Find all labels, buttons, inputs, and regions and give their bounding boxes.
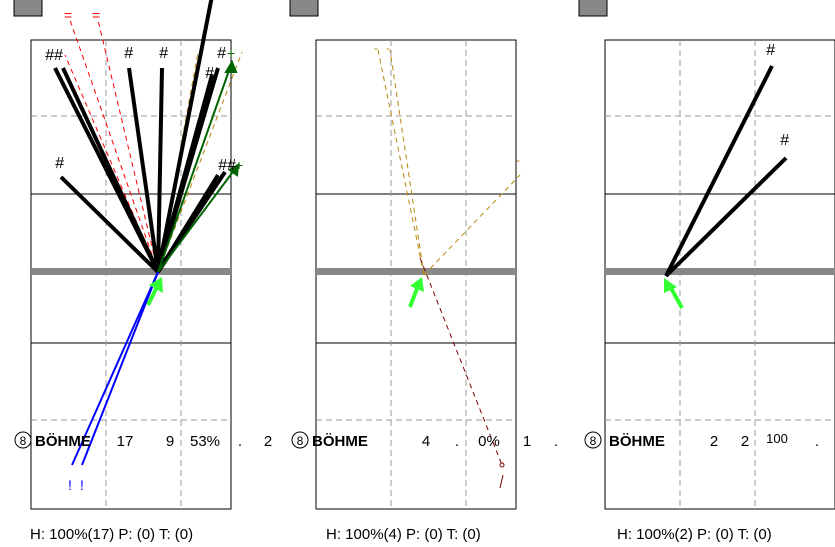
panel-footer: H: 100%(2) P: (0) T: (0) — [617, 526, 772, 543]
receive-arrow — [669, 287, 684, 309]
marker-dash: - — [516, 153, 520, 167]
panel-2-tab[interactable] — [289, 0, 319, 17]
player-name[interactable]: BÖHME — [609, 433, 665, 450]
player-badge-number: 8 — [590, 434, 597, 448]
out-endpoint-tick — [499, 474, 504, 489]
error-trajectory — [97, 19, 159, 273]
attack-trajectory — [156, 173, 220, 274]
stat-value: . — [455, 433, 459, 450]
marker-hash: # — [780, 132, 790, 149]
in-play-trajectory — [389, 49, 425, 276]
marker-point: ! — [68, 477, 72, 493]
marker-hash: # — [205, 65, 215, 82]
error-trajectory — [69, 19, 159, 273]
receive-arrow-head — [664, 278, 677, 293]
player-badge-number: 8 — [20, 434, 27, 448]
blocked-trajectory — [81, 271, 159, 466]
attack-trajectory — [61, 67, 160, 273]
in-play-trajectory — [423, 174, 521, 276]
attack-trajectory — [156, 0, 214, 273]
panel-2-net — [316, 268, 516, 275]
attack-trajectory — [664, 65, 774, 277]
marker-hash: # — [124, 45, 134, 62]
stat-value: 0% — [478, 433, 500, 450]
player-badge-number: 8 — [297, 434, 304, 448]
out-endpoint — [499, 462, 505, 468]
attack-trajectory — [664, 156, 788, 278]
kill-arrow-head — [224, 59, 238, 73]
stat-value: 9 — [166, 433, 174, 450]
stat-value: 2 — [741, 433, 749, 450]
stat-value: . — [238, 433, 242, 450]
panel-footer: H: 100%(17) P: (0) T: (0) — [30, 526, 193, 543]
kill-arrow — [157, 164, 239, 273]
player-badge — [584, 431, 602, 449]
receive-arrow-head — [149, 277, 163, 293]
stat-value: 1 — [523, 433, 531, 450]
marker-hash: # — [217, 45, 227, 62]
player-name[interactable]: BÖHME — [312, 433, 368, 450]
attack-trajectory — [127, 67, 160, 273]
stat-value: 2 — [710, 433, 718, 450]
marker-double-hash: ## — [45, 47, 64, 64]
marker-hash: # — [55, 155, 65, 172]
stat-value: . — [554, 433, 558, 450]
stat-value: 100 — [766, 431, 788, 446]
out-trajectory — [419, 257, 503, 466]
attack-trajectory — [156, 74, 214, 273]
marker-point: ! — [80, 477, 84, 493]
marker-dash: - — [386, 41, 390, 55]
panel-1-tab[interactable] — [13, 0, 43, 17]
blocked-trajectory — [71, 271, 159, 466]
stat-value: . — [815, 433, 819, 450]
marker-double-hash: ## — [218, 157, 237, 174]
panel-3-tab[interactable] — [578, 0, 608, 17]
receive-arrow-head — [410, 277, 424, 292]
panel-1-net — [31, 268, 231, 275]
attack-trajectories — [53, 0, 227, 274]
player-badge — [14, 431, 32, 449]
receive-arrow — [408, 285, 420, 308]
stat-value: 17 — [117, 433, 134, 450]
marker-plus: + — [227, 45, 235, 61]
marker-dash: - — [374, 41, 378, 55]
attack-trajectory — [59, 175, 160, 274]
marker-hash: # — [159, 45, 169, 62]
panel-3: # # 8 BÖHME 2 2 100 . H: 100%(2) P: (0) … — [578, 0, 835, 543]
kill-arrow-head — [228, 163, 240, 177]
stat-value: 4 — [422, 433, 430, 450]
marker-error: = — [92, 7, 100, 23]
attack-trajectory — [156, 67, 164, 273]
marker-plus: + — [235, 157, 243, 173]
in-play-trajectory — [377, 49, 425, 276]
marker-error: = — [64, 7, 72, 23]
panel-1: ## # # # # # ## = = + + ! ! 8 BÖHME 17 9… — [13, 0, 272, 543]
panel-3-net — [605, 268, 835, 275]
stat-value: 2 — [264, 433, 272, 450]
panel-footer: H: 100%(4) P: (0) T: (0) — [326, 526, 481, 543]
stat-value: 53% — [190, 433, 220, 450]
kill-arrow — [157, 61, 233, 273]
player-name[interactable]: BÖHME — [35, 433, 91, 450]
marker-hash: # — [766, 42, 776, 59]
panel-2: - - - 8 BÖHME 4 . 0% 1 . H: 100%(4) P: (… — [289, 0, 558, 543]
player-badge — [291, 431, 309, 449]
in-play-trajectory — [157, 51, 243, 273]
kill-arrows — [157, 59, 240, 273]
